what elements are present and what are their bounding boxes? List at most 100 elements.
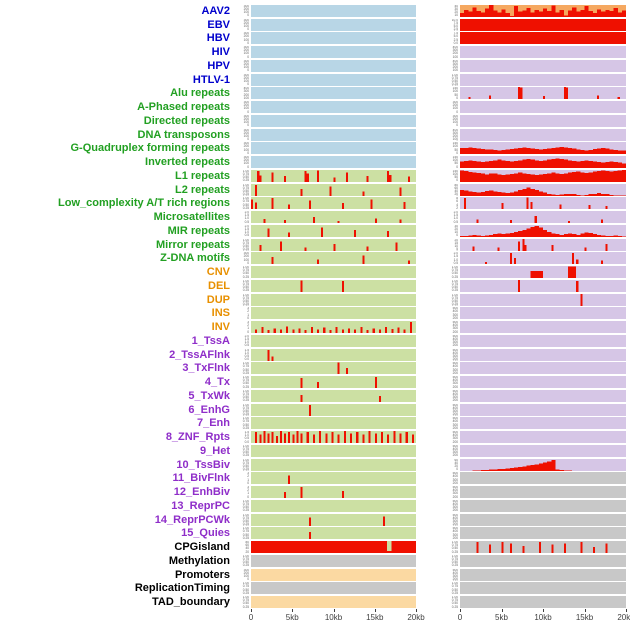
y-tick-label: 0 bbox=[247, 27, 249, 31]
y-axis-tick-labels: 1.000.750.500.250.00 bbox=[233, 184, 251, 196]
track-data-bars bbox=[460, 307, 626, 319]
y-tick-label: 200 bbox=[452, 133, 458, 138]
track-data-bars bbox=[251, 459, 416, 471]
y-axis-tick-labels: 500400300200100 bbox=[442, 527, 460, 539]
track-plot-left bbox=[251, 334, 416, 347]
track-plot-left bbox=[251, 389, 416, 402]
y-tick-label: 0 bbox=[247, 494, 249, 499]
y-tick-label: 100 bbox=[243, 573, 249, 578]
y-tick-label: 0.5 bbox=[244, 436, 249, 441]
y-tick-label: 1.00 bbox=[242, 197, 249, 201]
track-row: Directed repeats 300 200 100 0 300 200 100 0 bbox=[0, 114, 630, 128]
track-label: Mirror repeats bbox=[156, 238, 230, 251]
y-axis-tick-labels: 60 40 20 0 bbox=[442, 459, 460, 471]
track-plot-right bbox=[460, 444, 626, 457]
y-tick-label: 1.00 bbox=[451, 554, 458, 558]
y-tick-label: 30 bbox=[454, 224, 458, 228]
y-axis-tick-labels: 300 200 100 0 bbox=[233, 46, 251, 58]
y-tick-label: 100 bbox=[243, 51, 249, 56]
y-axis-tick-labels: 500400300200100 bbox=[442, 404, 460, 416]
y-tick-label: 100 bbox=[243, 65, 249, 70]
track-data-bars bbox=[288, 475, 291, 485]
y-tick-label: 1.5 bbox=[244, 226, 249, 231]
track-data-bars bbox=[460, 115, 626, 127]
y-tick-label: 0.50 bbox=[242, 518, 249, 523]
track-plot-right bbox=[460, 252, 626, 265]
track-data-bars bbox=[460, 569, 626, 581]
y-axis-tick-labels: 1.000.750.500.250.00 bbox=[233, 596, 251, 608]
y-axis-tick-labels: 500400300200100 bbox=[442, 376, 460, 388]
y-tick-label: 200 bbox=[452, 329, 458, 334]
column-gap bbox=[416, 19, 442, 31]
y-tick-label: 200 bbox=[452, 315, 458, 320]
track-plot-left bbox=[251, 444, 416, 457]
track-label: HBV bbox=[206, 32, 230, 45]
y-tick-label: 300 bbox=[452, 48, 458, 53]
y-tick-label: 2.5 bbox=[453, 37, 458, 42]
y-tick-label: 5 bbox=[456, 247, 458, 251]
track-row: 11_BivFlnk3210500400300200100 bbox=[0, 472, 630, 486]
y-tick-label: 2 bbox=[456, 205, 458, 210]
track-row: G-Quadruplex forming repeats 300 200 100 0 15… bbox=[0, 142, 630, 156]
y-tick-label: 6 bbox=[456, 199, 458, 204]
track-plot-left bbox=[251, 486, 416, 499]
x-tick-label: 20kb bbox=[407, 613, 425, 622]
y-tick-label: 0.25 bbox=[451, 590, 458, 595]
track-data-bars bbox=[257, 170, 410, 182]
y-tick-label: 100 bbox=[452, 120, 458, 125]
column-gap bbox=[416, 514, 442, 526]
track-plot-left bbox=[251, 101, 416, 114]
y-axis-tick-labels: 4003002001000 bbox=[233, 87, 251, 99]
y-tick-label: 10.0 bbox=[451, 18, 458, 22]
track-data-bars bbox=[476, 542, 608, 554]
y-tick-label: 20 bbox=[454, 463, 458, 468]
track-data-bars bbox=[580, 293, 583, 306]
y-tick-label: 0.75 bbox=[242, 391, 249, 396]
track-plot-left bbox=[251, 499, 416, 512]
x-axis-right-column: 0 5kb 10kb 15kb 20kb bbox=[458, 609, 630, 629]
y-tick-label: 1.5 bbox=[453, 254, 458, 259]
track-data-bars bbox=[255, 184, 402, 196]
y-tick-label: 200 bbox=[452, 535, 458, 540]
track-data-bars bbox=[251, 294, 416, 306]
y-tick-label: 0.50 bbox=[242, 175, 249, 180]
y-tick-label: 40 bbox=[454, 188, 458, 193]
y-tick-label: 8 bbox=[456, 197, 458, 201]
track-plot-left bbox=[251, 197, 416, 210]
track-row: Low_complexity A/T rich regions 1.00 0.75 0… bbox=[0, 197, 630, 211]
x-axis: 0 5kb 10kb 15kb 20kb 0 5kb 10kb 15kb 20kb bbox=[0, 609, 630, 629]
y-axis-tick-labels: 2.01.51.00.50.0 bbox=[442, 211, 460, 223]
track-data-bars bbox=[460, 335, 626, 347]
column-gap bbox=[416, 459, 442, 471]
column-gap bbox=[416, 197, 442, 209]
y-tick-label: 1.0 bbox=[244, 433, 249, 438]
track-plot-left bbox=[251, 279, 416, 292]
column-gap bbox=[416, 472, 442, 484]
y-axis-tick-labels: 300 200 100 0 bbox=[442, 101, 460, 113]
y-tick-label: 0.25 bbox=[242, 535, 249, 540]
y-axis-tick-labels: 4003002001000 bbox=[442, 46, 460, 58]
y-tick-label: 1.00 bbox=[242, 458, 249, 462]
column-gap bbox=[416, 431, 442, 443]
track-label: TAD_boundary bbox=[151, 596, 230, 609]
y-tick-label: 100 bbox=[243, 147, 249, 152]
y-tick-label: 0.25 bbox=[242, 453, 249, 457]
y-axis-tick-labels: 1.000.750.500.250.00 bbox=[233, 280, 251, 292]
track-label: Inverted repeats bbox=[145, 156, 230, 169]
y-tick-label: 0 bbox=[456, 164, 458, 169]
y-tick-label: 200 bbox=[243, 158, 249, 163]
track-plot-left bbox=[251, 403, 416, 416]
y-axis-tick-labels: 1.000.750.500.250.00 bbox=[442, 280, 460, 292]
y-tick-label: 200 bbox=[452, 398, 458, 402]
track-data-bars bbox=[308, 532, 311, 540]
y-tick-label: 1.5 bbox=[244, 336, 249, 341]
y-tick-label: 0 bbox=[247, 480, 249, 485]
track-plot-right bbox=[460, 582, 626, 595]
track-plot-right bbox=[460, 376, 626, 389]
y-tick-label: 0.50 bbox=[242, 243, 249, 248]
y-tick-label: 300 bbox=[452, 505, 458, 510]
y-axis-tick-labels: 300 200 100 0 bbox=[233, 129, 251, 141]
y-tick-label: 300 bbox=[243, 252, 249, 256]
track-plot-left bbox=[251, 18, 416, 31]
